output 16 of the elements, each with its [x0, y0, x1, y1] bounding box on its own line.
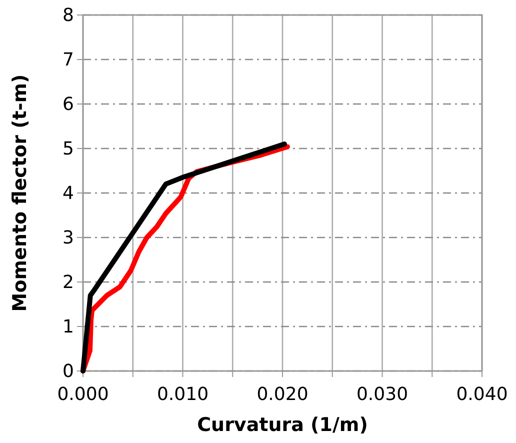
x-tick-label: 0.020 — [256, 384, 308, 405]
y-tick-label: 6 — [62, 94, 74, 115]
y-tick-label: 4 — [62, 182, 74, 204]
x-tick-label: 0.030 — [356, 384, 408, 405]
y-axis-title: Momento flector (t-m) — [9, 74, 31, 312]
y-tick-label: 2 — [62, 272, 74, 293]
x-tick-label: 0.000 — [57, 384, 109, 405]
y-tick-label: 3 — [62, 227, 74, 248]
y-tick-label: 5 — [62, 138, 74, 160]
y-tick-label: 7 — [62, 49, 74, 70]
y-tick-label: 1 — [62, 316, 74, 338]
y-tick-label: 0 — [62, 360, 74, 382]
x-tick-label: 0.040 — [456, 384, 508, 405]
x-axis-title: Curvatura (1/m) — [197, 414, 368, 436]
x-tick-label: 0.010 — [156, 384, 209, 405]
y-tick-label: 8 — [62, 4, 74, 26]
